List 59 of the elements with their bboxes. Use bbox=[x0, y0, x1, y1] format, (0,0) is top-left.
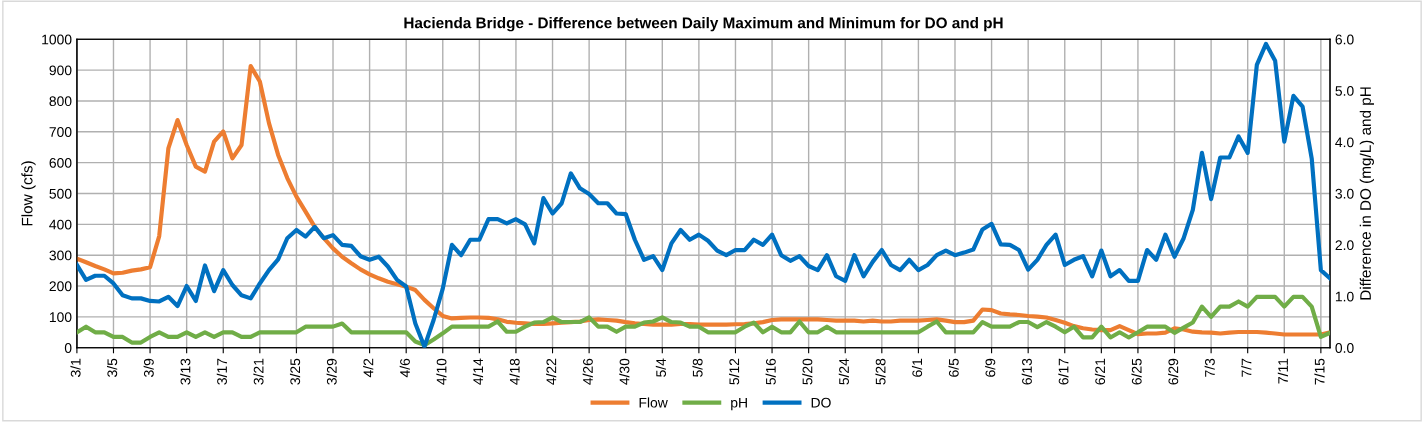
x-tick-label: 6/13 bbox=[1021, 358, 1032, 385]
y-tick-label: 200 bbox=[49, 281, 72, 292]
x-tick-label: 5/12 bbox=[729, 358, 740, 385]
y2-tick-label: 6.0 bbox=[1335, 34, 1354, 45]
x-tick-label: 4/18 bbox=[509, 358, 520, 385]
y-tick-label: 400 bbox=[49, 219, 72, 230]
x-tick-label: 3/17 bbox=[216, 358, 227, 385]
x-tick-label: 4/10 bbox=[436, 358, 447, 385]
x-tick-label: 5/24 bbox=[838, 358, 849, 385]
y-tick-label: 100 bbox=[49, 312, 72, 323]
x-tick-label: 5/8 bbox=[692, 358, 703, 377]
y-tick-label: 0 bbox=[64, 343, 72, 353]
x-tick-label: 4/26 bbox=[582, 358, 593, 385]
legend-label: DO bbox=[811, 397, 831, 408]
y-tick-label: 800 bbox=[49, 96, 72, 107]
x-tick-label: 6/9 bbox=[985, 358, 996, 377]
y-tick-label: 600 bbox=[49, 157, 72, 168]
y2-tick-label: 2.0 bbox=[1335, 240, 1354, 251]
y2-tick-label: 3.0 bbox=[1335, 188, 1354, 199]
x-tick-label: 4/6 bbox=[399, 358, 410, 378]
x-tick-label: 5/16 bbox=[765, 358, 776, 385]
x-tick-label: 5/4 bbox=[655, 358, 667, 377]
x-tick-label: 6/5 bbox=[948, 358, 959, 377]
x-tick-label: 3/21 bbox=[253, 358, 264, 385]
y2-axis-title: Difference in DO (mg/L) and pH bbox=[1359, 87, 1374, 300]
y-tick-label: 700 bbox=[49, 127, 72, 137]
x-tick-label: 6/25 bbox=[1131, 358, 1142, 385]
x-tick-label: 6/21 bbox=[1094, 358, 1106, 385]
x-tick-label: 4/30 bbox=[619, 358, 630, 385]
x-tick-label: 4/2 bbox=[363, 358, 374, 378]
x-tick-label: 3/5 bbox=[107, 358, 118, 377]
chart-title: Hacienda Bridge - Difference between Daily Maximum and Minimum for DO and pH bbox=[404, 17, 1003, 32]
y-tick-label: 300 bbox=[49, 250, 72, 261]
y2-tick-label: 0.0 bbox=[1335, 343, 1354, 353]
legend-label: Flow bbox=[639, 397, 668, 408]
x-tick-label: 4/22 bbox=[546, 358, 557, 385]
x-tick-label: 3/29 bbox=[326, 358, 337, 385]
x-tick-label: 3/9 bbox=[143, 358, 154, 377]
x-tick-label: 6/29 bbox=[1168, 358, 1179, 385]
x-tick-label: 7/3 bbox=[1204, 358, 1215, 377]
x-tick-label: 3/1 bbox=[70, 358, 81, 377]
legend-label: pH bbox=[731, 397, 747, 411]
y-axis-title: Flow (cfs) bbox=[21, 161, 36, 226]
y2-tick-label: 5.0 bbox=[1335, 85, 1354, 96]
x-tick-label: 3/13 bbox=[180, 358, 191, 385]
x-tick-label: 6/17 bbox=[1058, 358, 1069, 385]
y-tick-label: 1000 bbox=[42, 34, 72, 45]
x-tick-label: 7/15 bbox=[1314, 358, 1325, 385]
x-tick-label: 5/20 bbox=[802, 358, 813, 385]
y2-tick-label: 1.0 bbox=[1335, 291, 1354, 302]
x-tick-label: 6/1 bbox=[911, 358, 923, 377]
y2-tick-label: 4.0 bbox=[1335, 137, 1354, 148]
x-tick-label: 5/28 bbox=[875, 358, 886, 385]
x-tick-label: 7/7 bbox=[1241, 358, 1252, 377]
y-tick-label: 500 bbox=[49, 188, 72, 199]
x-tick-label: 3/25 bbox=[289, 358, 301, 385]
x-tick-label: 4/14 bbox=[472, 358, 484, 385]
x-tick-label: 7/11 bbox=[1277, 358, 1289, 384]
y-tick-label: 900 bbox=[49, 65, 72, 76]
